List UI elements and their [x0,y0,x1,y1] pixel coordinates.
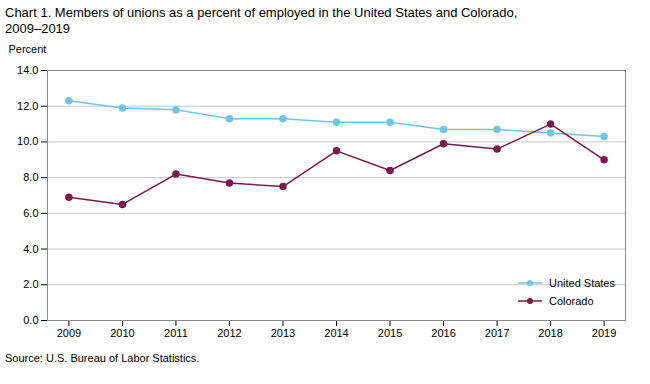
svg-text:4.0: 4.0 [23,242,38,254]
svg-text:6.0: 6.0 [23,206,38,218]
svg-text:2016: 2016 [431,327,455,339]
html-text:Colorado: Colorado [549,294,594,307]
svg-text:2010: 2010 [110,327,134,339]
svg-text:2018: 2018 [538,327,562,339]
svg-text:8.0: 8.0 [23,171,38,183]
svg-text:Percent: Percent [9,43,47,55]
svg-text:12.0: 12.0 [17,99,38,111]
svg-text:2.0: 2.0 [23,278,38,290]
svg-text:2011: 2011 [164,327,188,339]
svg-text:2019: 2019 [592,327,616,339]
svg-text:2014: 2014 [324,327,348,339]
svg-text:10.0: 10.0 [17,135,38,147]
svg-text:0.0: 0.0 [23,314,38,326]
svg-text:2013: 2013 [271,327,295,339]
html-text:Source: U.S. Bureau of Labor S: Source: U.S. Bureau of Labor Statistics. [5,351,200,364]
html-text:Chart 1. Members of unions as: Chart 1. Members of unions as a percent … [5,5,518,37]
html-text:United States: United States [549,276,615,289]
svg-text:2017: 2017 [485,327,509,339]
svg-text:14.0: 14.0 [17,64,38,76]
svg-text:2009: 2009 [57,327,81,339]
svg-text:2012: 2012 [217,327,241,339]
svg-text:2015: 2015 [378,327,402,339]
